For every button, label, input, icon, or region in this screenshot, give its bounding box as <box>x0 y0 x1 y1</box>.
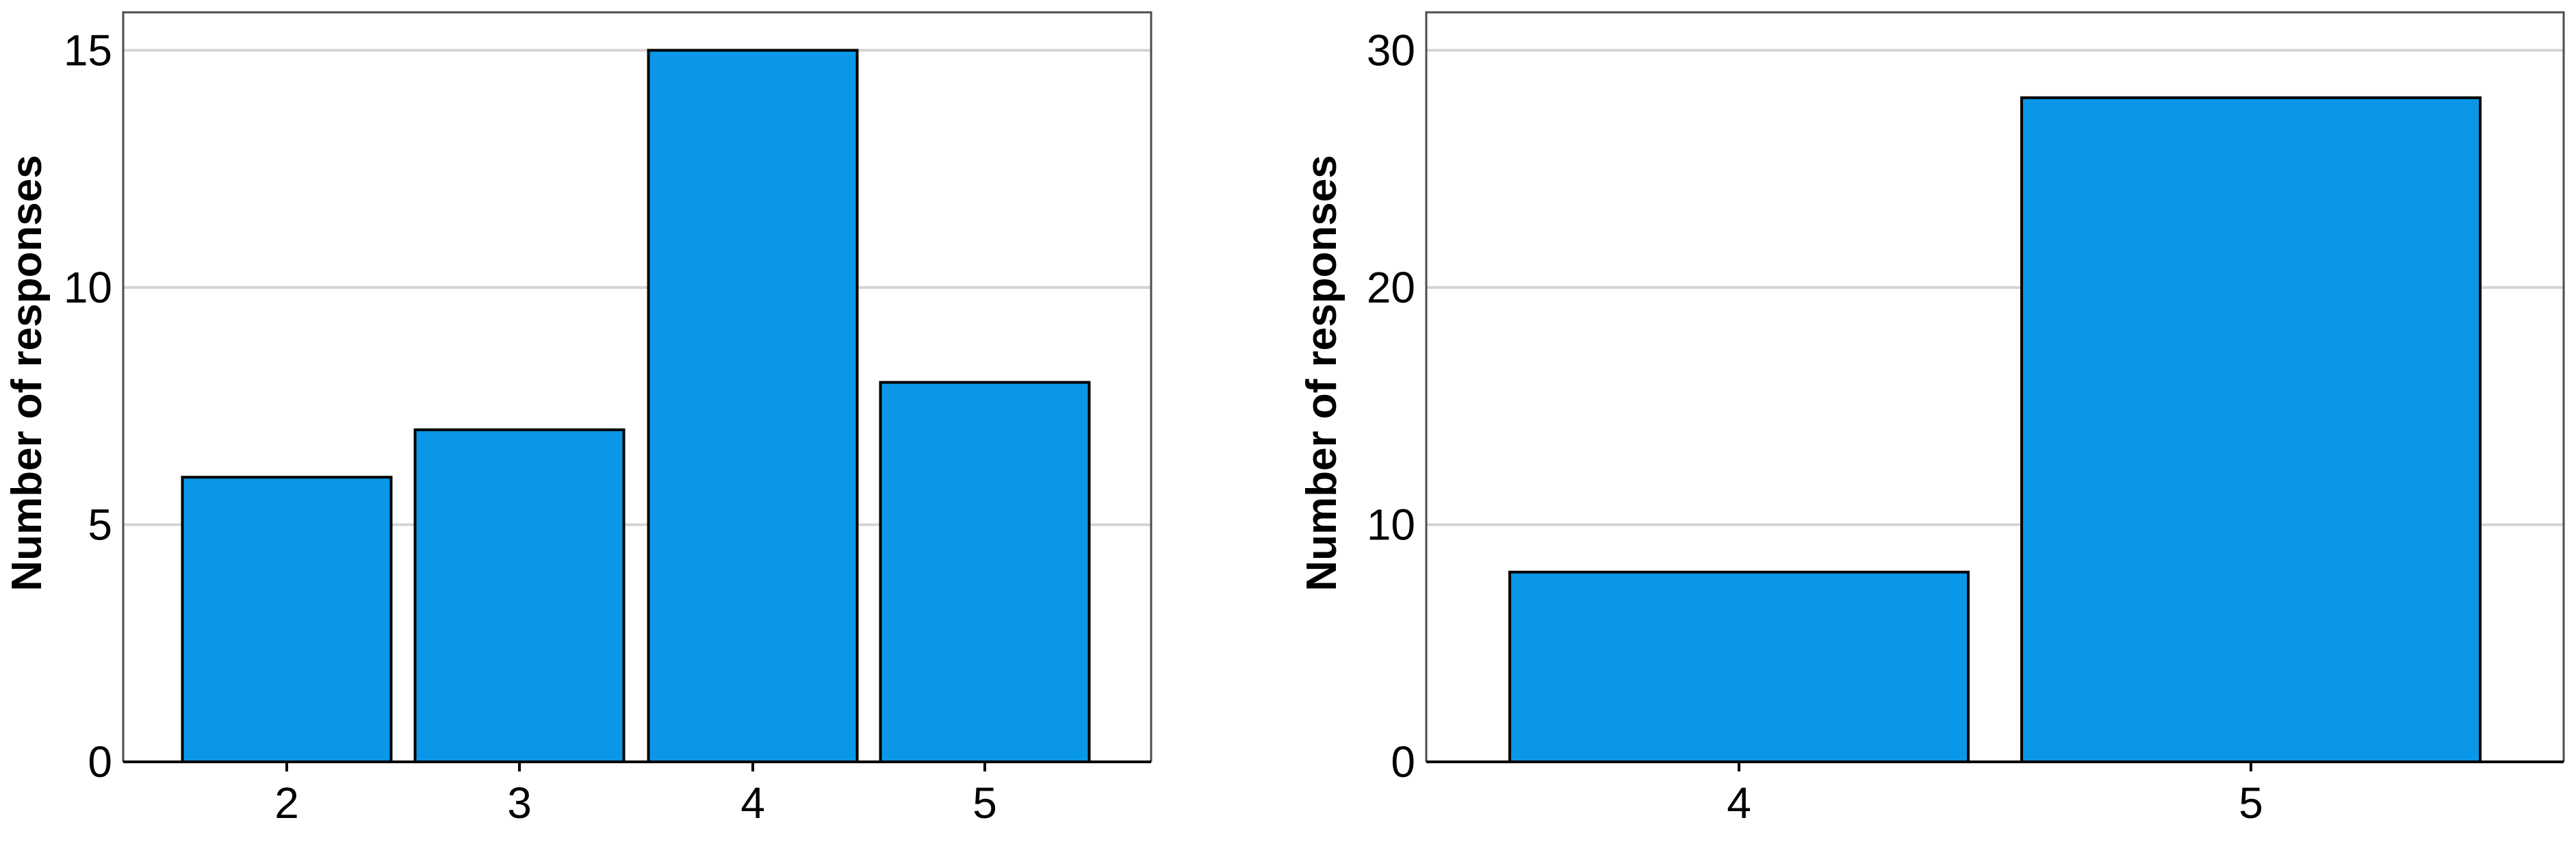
chart-right: 0 10 20 30 4 5 Number of responses <box>1298 11 2565 828</box>
chart-left-x-tick-label: 5 <box>973 778 997 828</box>
chart-right-bar-5 <box>2020 96 2482 764</box>
chart-left-x-tick-label: 3 <box>507 778 532 828</box>
chart-left-y-axis-title: Number of responses <box>3 155 51 591</box>
chart-right-x-tick-label: 4 <box>1727 778 1751 828</box>
chart-left-x-tick-label: 4 <box>740 778 765 828</box>
chart-right-bar-4 <box>1508 570 1970 763</box>
chart-right-y-tick-label: 0 <box>1391 737 1415 787</box>
chart-right-y-tick-label: 20 <box>1367 263 1415 312</box>
chart-right-frame <box>1425 11 2565 762</box>
chart-left-y-tick-label: 5 <box>88 500 112 549</box>
chart-right-y-tick-label: 30 <box>1367 25 1415 75</box>
chart-right-x-tick-label: 5 <box>2239 778 2263 828</box>
chart-left-frame <box>122 11 1152 762</box>
chart-left-y-tick-label: 10 <box>64 263 112 312</box>
chart-right-y-tick-label: 10 <box>1367 500 1415 549</box>
chart-left-x-tick-label: 2 <box>274 778 299 828</box>
chart-left: 0 5 10 15 2 3 4 5 Number of responses <box>3 11 1152 828</box>
chart-left-y-tick-label: 0 <box>88 737 112 787</box>
chart-left-y-tick-label: 15 <box>64 25 112 75</box>
chart-left-bar-4 <box>647 49 859 764</box>
chart-left-bar-2 <box>181 476 393 763</box>
chart-left-bar-5 <box>879 381 1091 763</box>
chart-right-y-axis-title: Number of responses <box>1298 155 1345 591</box>
chart-left-bar-3 <box>413 428 626 763</box>
